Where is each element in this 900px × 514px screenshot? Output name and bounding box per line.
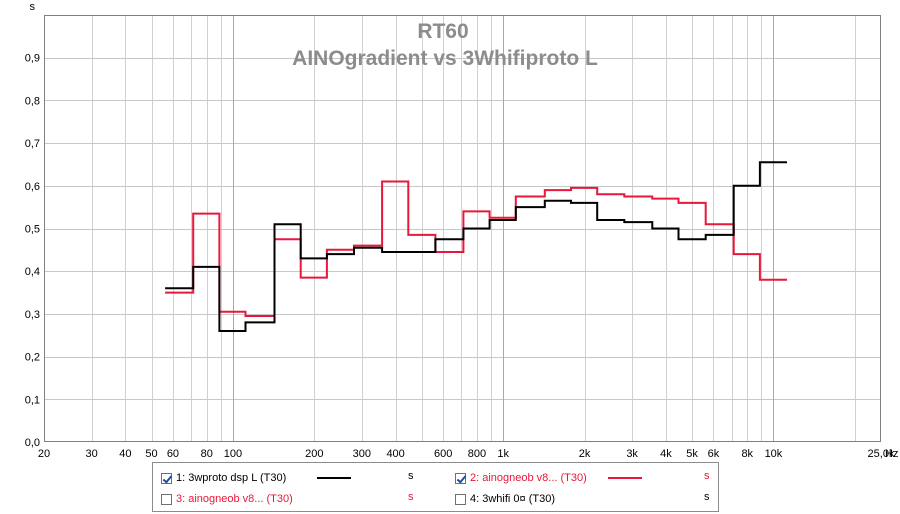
y-tick-label: 0,5 — [25, 224, 40, 236]
x-tick-label: 1k — [497, 448, 509, 460]
legend-swatch-2 — [608, 477, 642, 479]
x-tick-label: 800 — [468, 448, 486, 460]
x-tick-label: 80 — [201, 448, 213, 460]
series-line-1 — [165, 161, 787, 332]
legend-label-2: 2: ainogneob v8... (T30) — [470, 472, 587, 484]
plot-frame — [44, 15, 881, 442]
x-axis-label: Hz — [885, 448, 898, 460]
y-tick-label: 0,1 — [25, 394, 40, 406]
legend-item-4[interactable]: 4: 3whifi 0¤ (T30) — [455, 491, 555, 507]
y-tick-label: 0,2 — [25, 352, 40, 364]
legend-unit-3: s — [408, 491, 414, 503]
y-tick-label: 0,4 — [25, 266, 40, 278]
legend-swatch-1 — [317, 477, 351, 479]
legend-checkbox-3[interactable] — [161, 493, 172, 505]
legend-checkbox-4[interactable] — [455, 493, 466, 505]
legend-item-1[interactable]: 1: 3wproto dsp L (T30) — [161, 470, 286, 486]
x-tick-label: 5k — [686, 448, 698, 460]
chart-title: RT60 — [417, 20, 468, 43]
x-tick-label: 200 — [305, 448, 323, 460]
x-tick-label: 30 — [85, 448, 97, 460]
y-tick-label: 0,3 — [25, 309, 40, 321]
y-tick-label: 0,9 — [25, 53, 40, 65]
chart-subtitle: AINOgradient vs 3Whifiproto L — [292, 47, 598, 70]
legend-label-4: 4: 3whifi 0¤ (T30) — [470, 493, 555, 505]
y-tick-label: 0,0 — [25, 437, 40, 449]
x-tick-label: 40 — [119, 448, 131, 460]
legend-label-1: 1: 3wproto dsp L (T30) — [176, 472, 287, 484]
x-tick-label: 300 — [353, 448, 371, 460]
x-tick-label: 3k — [626, 448, 638, 460]
legend-checkbox-1[interactable] — [161, 472, 172, 484]
legend-unit-1: s — [408, 470, 414, 482]
legend-label-3: 3: ainogneob v8... (T30) — [176, 493, 293, 505]
y-tick-label: 0,8 — [25, 95, 40, 107]
x-tick-label: 6k — [708, 448, 720, 460]
x-tick-label: 4k — [660, 448, 672, 460]
y-axis-label: s — [30, 1, 36, 13]
legend-unit-4: s — [704, 491, 710, 503]
x-tick-label: 100 — [224, 448, 242, 460]
x-tick-label: 60 — [167, 448, 179, 460]
x-tick-label: 10k — [765, 448, 783, 460]
x-tick-label: 20 — [38, 448, 50, 460]
x-tick-label: 8k — [741, 448, 753, 460]
x-tick-label: 50 — [145, 448, 157, 460]
x-tick-label: 2k — [579, 448, 591, 460]
x-tick-label: 400 — [386, 448, 404, 460]
y-tick-label: 0,7 — [25, 138, 40, 150]
legend-item-2[interactable]: 2: ainogneob v8... (T30) — [455, 470, 587, 486]
legend-item-3[interactable]: 3: ainogneob v8... (T30) — [161, 491, 293, 507]
legend-unit-2: s — [704, 470, 710, 482]
rt60-chart: 0,0 0,1 0,2 0,3 0,4 0,5 0,6 0,7 0,8 0,9 s 20 30 40 50 6… — [25, 1, 899, 460]
y-tick-label: 0,6 — [25, 181, 40, 193]
legend: 1: 3wproto dsp L (T30) s 2: ainogneob v8… — [152, 462, 719, 512]
x-tick-label: 25,0k — [868, 448, 895, 460]
legend-checkbox-2[interactable] — [455, 472, 466, 484]
x-tick-label: 600 — [434, 448, 452, 460]
